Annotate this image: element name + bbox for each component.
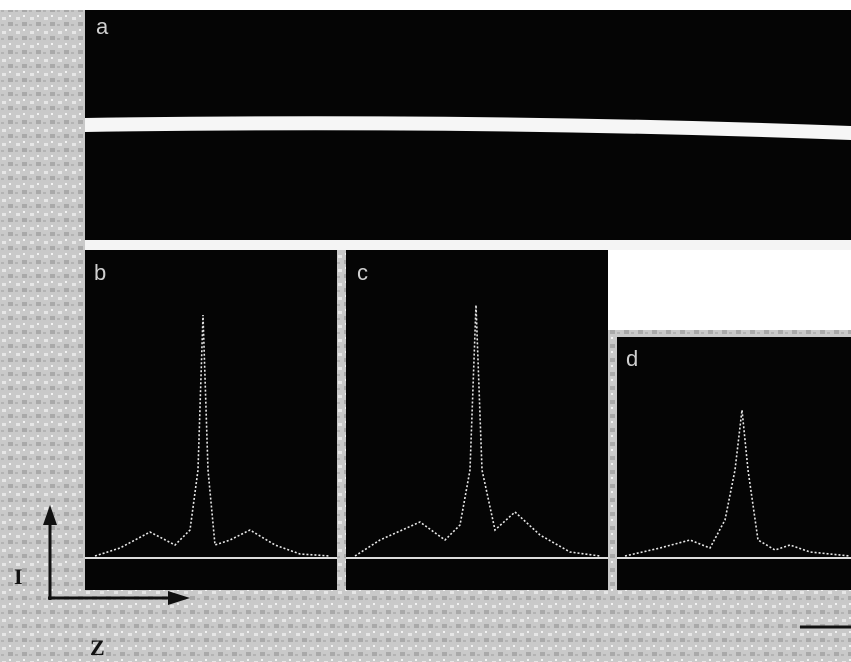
panel-c [346, 250, 608, 590]
blank-area [608, 250, 851, 330]
gap [85, 240, 851, 250]
panel-label: d [626, 346, 638, 371]
panel-label: a [96, 14, 109, 39]
panel-label: c [357, 260, 368, 285]
panel-label: b [94, 260, 106, 285]
figure: a b c d I Z [0, 0, 851, 662]
axis-label: Z [90, 635, 105, 660]
top-margin [0, 0, 851, 10]
page: a b c d I Z (() => { const data = JSON.p… [0, 0, 851, 662]
axis-label: I [14, 564, 23, 589]
panel-b [85, 250, 337, 590]
